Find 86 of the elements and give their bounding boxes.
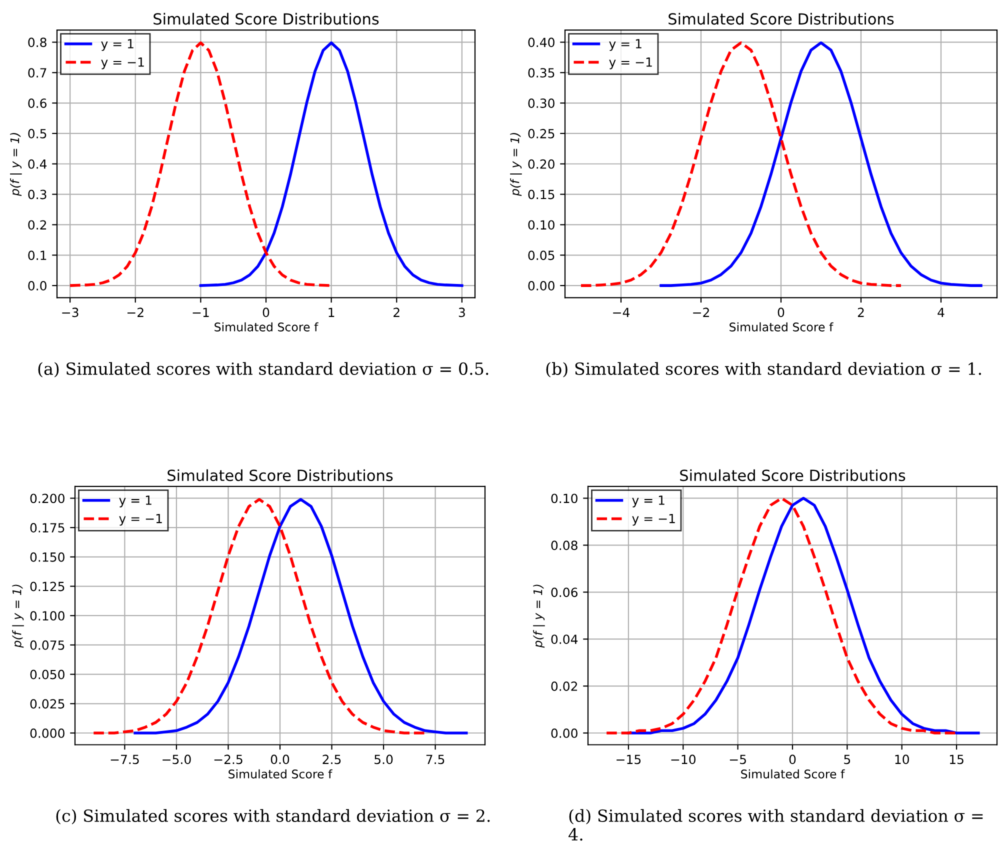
x-tick-label: −2	[693, 308, 709, 317]
chart-title: Simulated Score Distributions	[168, 469, 393, 482]
chart-title: Simulated Score Distributions	[668, 12, 894, 25]
y-tick-label: 0.06	[551, 588, 578, 598]
y-tick-label: 0.35	[528, 68, 554, 78]
y-tick-label: 0.05	[528, 250, 554, 260]
legend-label: y = 1	[632, 496, 664, 508]
y-tick-label: 0.20	[528, 159, 554, 169]
y-tick-label: 0.000	[30, 728, 64, 738]
legend-label: y = 1	[119, 496, 152, 508]
y-tick-label: 0.050	[30, 670, 64, 680]
y-tick-label: 0.30	[528, 98, 554, 108]
y-tick-label: 0.3	[28, 190, 46, 200]
x-tick-label: −1	[192, 308, 209, 317]
x-tick-label: 3	[458, 308, 465, 318]
y-tick-label: 0.125	[30, 582, 64, 592]
y-tick-label: 0.04	[551, 634, 578, 644]
x-tick-label: 0	[778, 308, 784, 318]
chart-title: Simulated Score Distributions	[154, 12, 379, 25]
x-tick-label: 0	[262, 308, 270, 318]
x-tick-label: 7.5	[426, 754, 444, 764]
y-tick-label: 0.25	[528, 128, 554, 138]
x-tick-label: 2	[858, 308, 864, 317]
x-axis-title: Simulated Score f	[741, 769, 845, 778]
x-tick-label: 5	[844, 754, 850, 764]
text: (b) Simulated scores with standard deviation σ = 1.	[546, 362, 982, 378]
y-tick-label: 0.075	[30, 640, 64, 650]
legend-label: y = −1	[632, 514, 675, 526]
y-tick-label: 0.00	[551, 728, 578, 738]
legend-label: y = 1	[609, 39, 642, 51]
line-series	[199, 41, 464, 287]
x-tick-label: 0.0	[270, 754, 290, 764]
x-tick-label: −4	[613, 308, 630, 317]
y-tick-label: 0.10	[528, 220, 554, 230]
text: (d) Simulated scores with standard deviation σ = 4.	[568, 809, 983, 841]
x-axis-title: Simulated Score f	[214, 322, 318, 332]
y-tick-label: 0.6	[28, 98, 46, 108]
y-axis-title: p(f | y = 1)	[10, 132, 22, 196]
y-tick-label: 0.8	[28, 38, 46, 48]
x-tick-label: 2	[394, 308, 400, 317]
y-tick-label: 0.4	[28, 159, 47, 169]
y-tick-label: 0.2	[28, 220, 46, 230]
x-tick-label: 0	[789, 754, 796, 764]
y-axis-title: p(f | y = 1)	[12, 584, 24, 648]
y-tick-label: 0.5	[28, 128, 46, 138]
legend-label: y = −1	[119, 514, 162, 526]
x-tick-label: −2.5	[214, 754, 242, 764]
legend-label: y = −1	[101, 58, 144, 70]
y-tick-label: 0.40	[528, 38, 554, 48]
x-axis-title: Simulated Score f	[730, 322, 834, 332]
y-tick-label: 0.7	[28, 68, 46, 78]
y-tick-label: 0.08	[551, 540, 578, 550]
x-axis-title: Simulated Score f	[228, 769, 332, 778]
y-axis-title: p(f | y = 1)	[533, 584, 545, 648]
y-tick-label: 0.0	[28, 281, 46, 290]
legend-label: y = 1	[101, 39, 134, 51]
y-tick-label: 0.1	[28, 250, 46, 260]
x-tick-label: −5	[730, 754, 746, 764]
x-tick-label: 2.5	[322, 754, 341, 764]
text: (a) Simulated scores with standard deviation σ = 0.5.	[38, 362, 488, 378]
y-tick-label: 0.150	[30, 552, 64, 562]
y-tick-label: 0.00	[528, 281, 554, 290]
chart-title: Simulated Score Distributions	[680, 469, 906, 482]
x-tick-label: 4	[938, 308, 944, 317]
x-tick-label: 10	[895, 754, 909, 764]
x-tick-label: 15	[950, 754, 964, 764]
y-tick-label: 0.025	[30, 699, 64, 709]
y-tick-label: 0.02	[551, 682, 578, 691]
x-tick-label: −3	[62, 308, 78, 318]
y-axis-title: p(f | y = 1)	[510, 132, 522, 196]
y-tick-label: 0.10	[551, 494, 578, 504]
y-tick-label: 0.175	[30, 523, 64, 532]
x-tick-label: 1	[328, 308, 334, 317]
y-tick-label: 0.100	[30, 611, 64, 621]
x-tick-label: −15	[616, 754, 641, 764]
y-tick-label: 0.200	[30, 494, 64, 504]
x-tick-label: −7.5	[110, 754, 139, 764]
x-tick-label: −2	[127, 308, 144, 317]
text: (c) Simulated scores with standard deviation σ = 2.	[56, 809, 490, 824]
x-tick-label: −5.0	[162, 754, 191, 764]
x-tick-label: −10	[671, 754, 696, 764]
legend-label: y = −1	[609, 58, 652, 70]
x-tick-label: 5.0	[374, 754, 393, 764]
line-series	[660, 41, 982, 287]
y-tick-label: 0.15	[528, 190, 554, 200]
line-series	[580, 41, 902, 287]
